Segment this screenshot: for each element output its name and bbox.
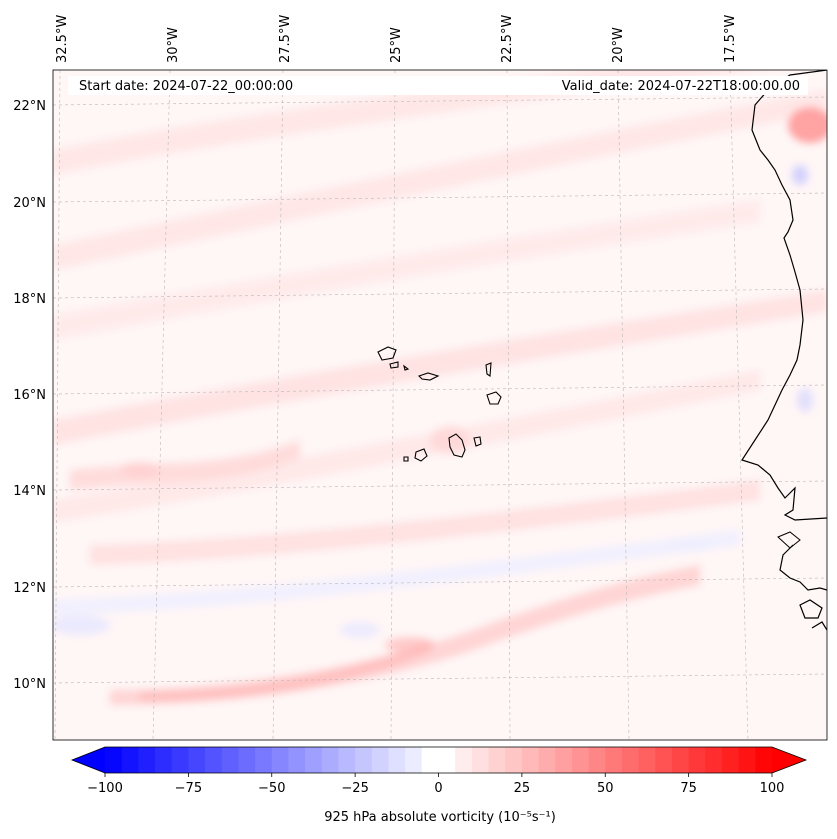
cape-verde-islands — [377, 346, 502, 462]
colorbar-cell — [471, 747, 490, 773]
colorbar-cell — [238, 747, 256, 773]
lat-label: 10°N — [13, 677, 46, 692]
colorbar-cell — [421, 747, 440, 773]
colorbar-cell — [521, 747, 540, 773]
colorbar-cell — [355, 747, 373, 773]
colorbar-cell — [155, 747, 173, 773]
coast-fragment — [777, 531, 801, 549]
colorbar-tick-label: 75 — [680, 781, 697, 796]
colorbar-cell — [655, 747, 673, 773]
lon-label: 22.5°W — [500, 15, 515, 63]
lon-label: 20°W — [611, 27, 626, 63]
colorbar-cell — [621, 747, 640, 773]
colorbar-cell — [305, 747, 323, 773]
lat-label: 22°N — [13, 99, 46, 114]
colorbar-cell — [371, 747, 390, 773]
map-frame — [52, 69, 828, 741]
island-santiago — [448, 433, 466, 458]
colorbar-cell — [188, 747, 206, 773]
lat-label: 20°N — [13, 196, 46, 211]
map-panel — [53, 70, 827, 740]
colorbar-tick-label: 50 — [597, 781, 614, 796]
colorbar-cell — [505, 747, 523, 773]
start-date-label: Start date: 2024-07-22_00:00:00 — [79, 79, 293, 94]
colorbar-tick-label: −25 — [341, 781, 368, 796]
graticule — [53, 70, 827, 740]
colorbar-cell — [571, 747, 590, 773]
lat-label: 12°N — [13, 581, 46, 596]
lon-label: 25°W — [389, 27, 404, 63]
colorbar-cell — [438, 747, 456, 773]
colorbar-cell — [171, 747, 189, 773]
colorbar-label: 925 hPa absolute vorticity (10⁻⁵s⁻¹) — [324, 810, 556, 825]
colorbar-cell — [255, 747, 273, 773]
colorbar-cell — [638, 747, 656, 773]
colorbar-cell — [488, 747, 506, 773]
colorbar-extend-max-arrow — [772, 747, 806, 773]
colorbar-tick-label: 0 — [434, 781, 442, 796]
colorbar-tick-label: −75 — [175, 781, 202, 796]
island-santa-luzia — [403, 364, 410, 371]
lat-label: 18°N — [13, 292, 46, 307]
island-sal — [485, 362, 492, 377]
colorbar-cell — [321, 747, 340, 773]
colorbar-cell — [388, 747, 406, 773]
colorbar-cell — [721, 747, 740, 773]
island-maio — [473, 436, 482, 447]
island-sao-vicente — [389, 361, 399, 369]
colorbar-cell — [138, 747, 156, 773]
island-santo-antao — [377, 346, 397, 361]
colorbar-cell — [671, 747, 690, 773]
colorbar-cell — [121, 747, 139, 773]
lon-label: 27.5°W — [278, 15, 293, 63]
island-sao-nicolau — [417, 372, 440, 381]
lat-label: 14°N — [13, 484, 46, 499]
header-box — [68, 76, 808, 95]
island-fogo — [414, 448, 428, 462]
colorbar-cells — [105, 747, 773, 773]
lon-label: 32.5°W — [55, 15, 70, 63]
colorbar-cell — [688, 747, 706, 773]
colorbar-ticks: −100 −75 −50 −25 0 25 50 75 100 — [87, 773, 784, 796]
colorbar-cell — [588, 747, 606, 773]
colorbar-cell — [538, 747, 556, 773]
colorbar-tick-label: 25 — [514, 781, 531, 796]
colorbar-cell — [605, 747, 623, 773]
colorbar-cell — [221, 747, 240, 773]
colorbar-cell — [205, 747, 223, 773]
island-brava — [403, 456, 409, 462]
colorbar-tick-label: 100 — [760, 781, 785, 796]
colorbar-cell — [705, 747, 723, 773]
colorbar-cell — [555, 747, 573, 773]
valid-date-label: Valid_date: 2024-07-22T18:00:00.00 — [562, 79, 800, 94]
colorbar-cell — [455, 747, 473, 773]
colorbar-extend-min-arrow — [72, 747, 105, 773]
colorbar-cell — [738, 747, 756, 773]
colorbar: −100 −75 −50 −25 0 25 50 75 100 925 hPa absolute… — [70, 746, 808, 825]
lon-label: 17.5°W — [723, 15, 738, 63]
latitude-labels: 22°N 20°N 18°N 16°N 14°N 12°N 10°N — [13, 99, 46, 692]
vorticity-field-shading — [53, 70, 827, 705]
lon-label: 30°W — [166, 27, 181, 63]
colorbar-tick-label: −50 — [258, 781, 285, 796]
colorbar-cell — [271, 747, 290, 773]
colorbar-cell — [338, 747, 356, 773]
colorbar-cell — [105, 747, 123, 773]
island-boa-vista — [486, 391, 502, 405]
longitude-labels: 32.5°W 30°W 27.5°W 25°W 22.5°W 20°W 17.5… — [55, 15, 738, 63]
colorbar-cell — [405, 747, 423, 773]
colorbar-cell — [755, 747, 773, 773]
colorbar-cell — [288, 747, 306, 773]
lat-label: 16°N — [13, 388, 46, 403]
colorbar-tick-label: −100 — [87, 781, 123, 796]
african-coastline — [741, 70, 827, 631]
